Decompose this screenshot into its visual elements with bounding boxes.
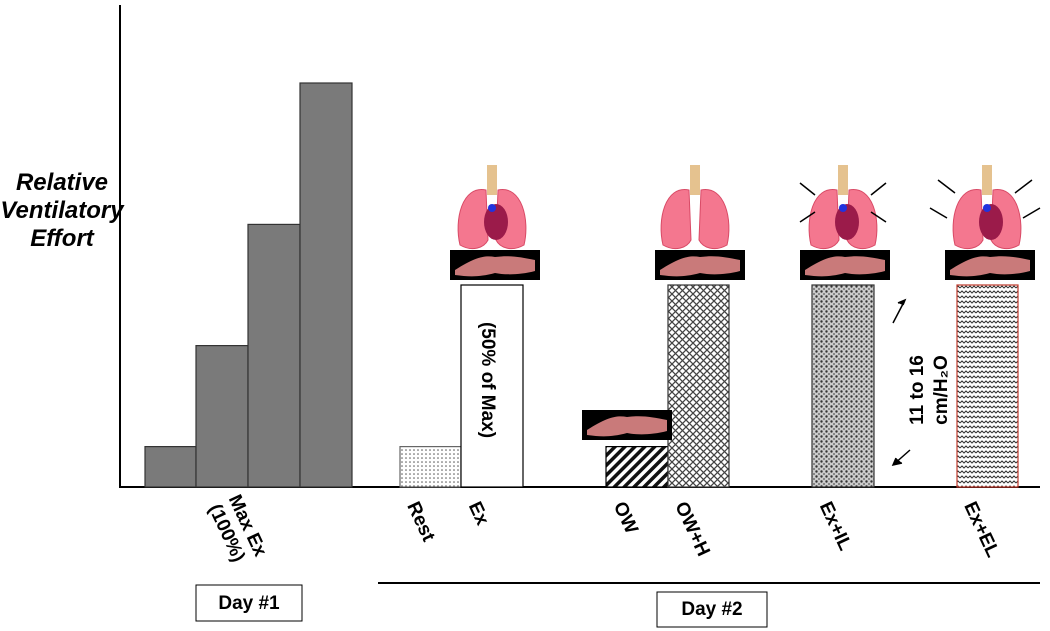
annotation: cm/H₂O: [931, 355, 952, 425]
icons: [450, 164, 1041, 467]
bar: [956, 284, 1019, 488]
day1-box: [195, 584, 303, 622]
bar: [667, 284, 730, 488]
bar: [247, 223, 301, 488]
y-label-line: Ventilatory: [0, 197, 125, 224]
x-tick-label: Rest: [402, 499, 439, 546]
bar: [460, 284, 524, 488]
bar: [195, 345, 249, 488]
y-label-line: Relative: [16, 169, 108, 196]
bar: [299, 82, 353, 488]
x-tick-label: Ex+IL: [815, 499, 856, 555]
y-label-line: Effort: [30, 225, 95, 252]
annotation: 11 to 16: [907, 355, 928, 425]
bar: [399, 446, 462, 488]
x-tick-label: Ex: [464, 499, 493, 529]
bar: [605, 446, 669, 488]
x-tick-label: OW+H: [670, 499, 713, 560]
x-tick-label: Ex+EL: [959, 499, 1003, 561]
bar: [811, 284, 875, 488]
group-label: Day #2: [681, 599, 742, 620]
bar: [144, 446, 197, 488]
annotation: (50% of Max): [477, 322, 498, 438]
day2-box: [656, 591, 768, 628]
y-label: Relative Ventilatory Effort: [0, 169, 125, 252]
group-label: Day #1: [218, 593, 280, 614]
x-tick-label: OW: [609, 499, 642, 538]
